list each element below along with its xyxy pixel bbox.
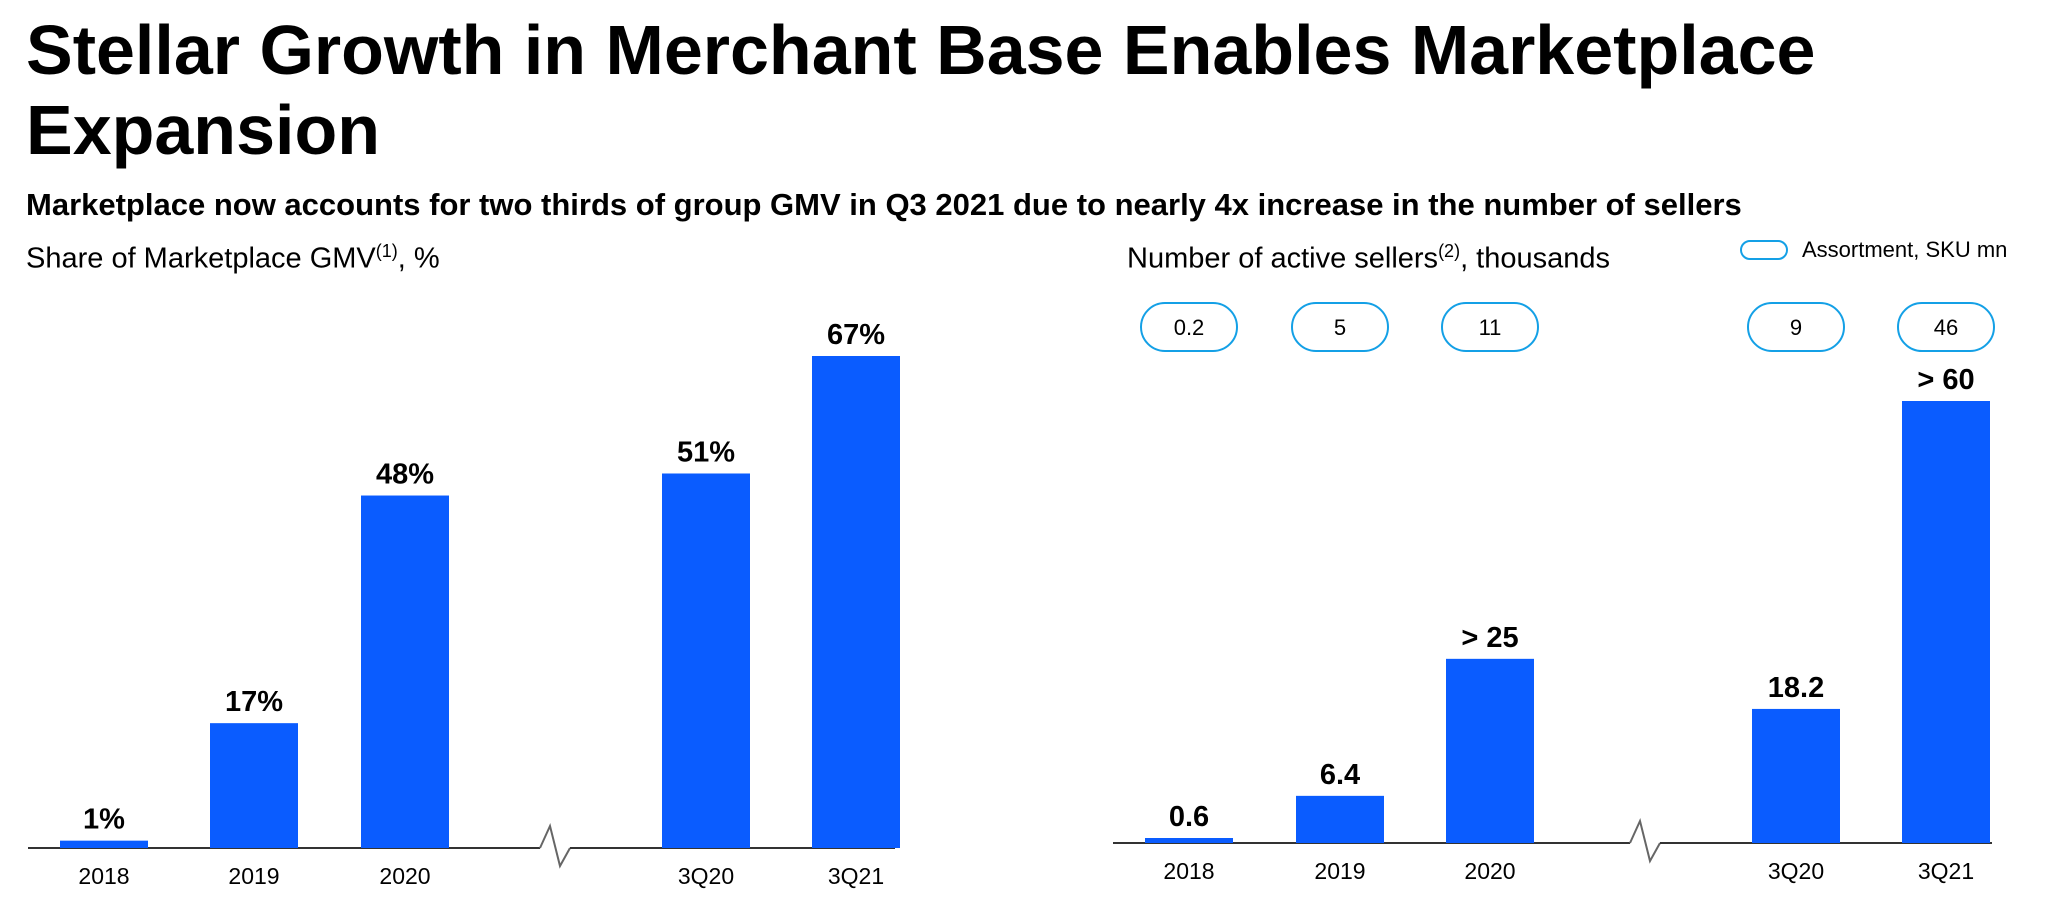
sellers-value-label-2020: > 25 [1461,622,1518,654]
sellers-assortment-value-3q20: 9 [1790,315,1802,340]
gmv-bar-2019 [210,723,298,848]
legend-pill-swatch [1740,240,1788,260]
sellers-assortment-pill-2020 [1441,302,1539,352]
left-chart-title-text: Share of Marketplace GMV [26,242,376,275]
page-subtitle: Marketplace now accounts for two thirds … [26,187,1742,222]
sellers-tick-2020: 2020 [1464,858,1515,884]
sellers-bar-2018 [1145,838,1233,843]
sellers-bar-3q20 [1752,708,1840,843]
sellers-assortment-pill-3q20 [1747,302,1845,352]
sellers-axis-break [1629,817,1661,864]
sellers-assortment-pill-3q21 [1897,302,1995,352]
gmv-tick-2018: 2018 [78,863,129,889]
gmv-value-label-3q20: 51% [677,436,735,468]
gmv-bar-3q20 [662,473,750,848]
sellers-value-label-2019: 6.4 [1320,759,1360,791]
legend: Assortment, SKU mn [1740,237,2007,263]
gmv-axis-break [539,822,571,869]
right-chart-title: Number of active sellers(2), thousands [1127,233,1610,277]
sellers-value-label-3q21: > 60 [1917,364,1974,396]
sellers-assortment-value-3q21: 46 [1934,315,1958,340]
right-chart-title-text: Number of active sellers [1127,242,1439,275]
gmv-tick-2020: 2020 [379,863,430,889]
gmv-bar-3q21 [812,356,900,848]
sellers-assortment-value-2020: 11 [1479,315,1502,340]
gmv-tick-3q20: 3Q20 [678,863,734,889]
sellers-assortment-value-2019: 5 [1334,315,1346,340]
gmv-value-label-2018: 1% [83,804,125,836]
left-chart-unit: , % [397,242,440,275]
gmv-value-label-2019: 17% [225,686,283,718]
sellers-assortment-pill-2019 [1291,302,1389,352]
gmv-value-label-2020: 48% [376,459,434,491]
legend-label: Assortment, SKU mn [1802,237,2008,262]
sellers-tick-2018: 2018 [1163,858,1214,884]
gmv-bar-2018 [60,840,148,848]
right-chart-unit: , thousands [1460,242,1611,275]
sellers-assortment-pill-2018 [1140,302,1238,352]
page-title: Stellar Growth in Merchant Base Enables … [26,11,1816,169]
sellers-tick-2019: 2019 [1314,858,1365,884]
gmv-tick-2019: 2019 [228,863,279,889]
sellers-value-label-3q20: 18.2 [1768,672,1824,704]
marketplace-gmv-share-chart: 1% 2018 17% 2019 48% 2020 51% 3Q20 67% 3Q21 [28,319,900,889]
gmv-bar-2020 [361,495,449,848]
left-chart-footnote: (1) [375,241,398,261]
sellers-bar-2020 [1446,658,1534,843]
right-chart-footnote: (2) [1438,241,1461,261]
sellers-assortment-value-2018: 0.2 [1174,315,1205,340]
sellers-value-label-2018: 0.6 [1169,801,1209,833]
gmv-value-label-3q21: 67% [827,319,885,351]
gmv-tick-3q21: 3Q21 [828,863,884,889]
sellers-bar-2019 [1296,795,1384,843]
left-chart-title: Share of Marketplace GMV(1), % [26,233,440,277]
sellers-bar-3q21 [1902,401,1990,843]
sellers-tick-3q21: 3Q21 [1918,858,1974,884]
sellers-tick-3q20: 3Q20 [1768,858,1824,884]
